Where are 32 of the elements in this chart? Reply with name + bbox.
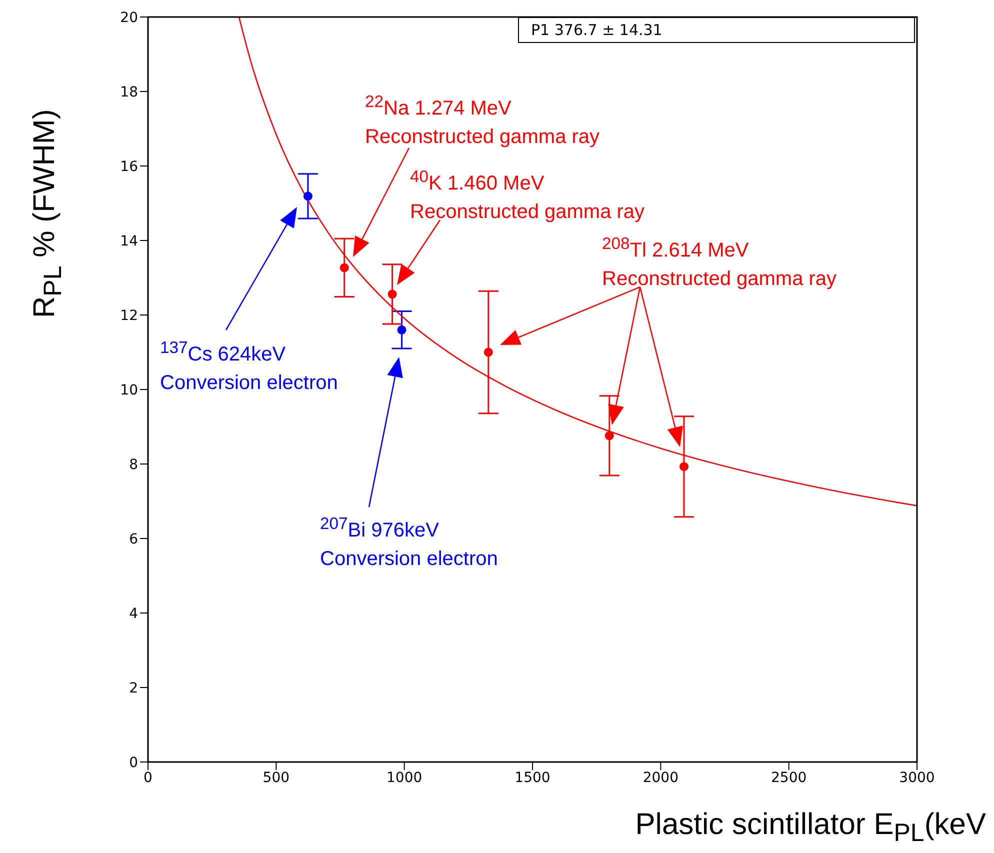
y-tick-label: 0 <box>129 754 138 771</box>
y-tick-label: 18 <box>120 84 138 100</box>
point <box>484 348 493 357</box>
x-tick-label: 2500 <box>771 770 807 786</box>
x-axis-title: Plastic scintillator E$_{PL}$(keV <box>635 808 986 848</box>
point <box>388 290 397 299</box>
annotation: $^{208}$Tl 2.614 MeV Reconstructed gamma ray <box>602 233 837 292</box>
point <box>679 462 688 472</box>
y-tick-label: 4 <box>129 606 138 622</box>
y-tick-label: 10 <box>120 382 138 398</box>
y-tick-label: 2 <box>129 680 138 696</box>
x-tick-label: 1000 <box>386 770 422 786</box>
y-tick-label: 6 <box>129 531 138 548</box>
y-tick-label: 20 <box>120 10 138 26</box>
x-tick-label: 0 <box>144 770 152 786</box>
annotation: $^{137}$Cs 624keV Conversion electron <box>160 337 338 396</box>
point <box>397 325 406 334</box>
annotation: $^{207}$Bi 976keV Conversion electron <box>320 513 498 572</box>
y-tick-label: 12 <box>120 308 138 324</box>
point <box>303 192 312 201</box>
point <box>604 431 614 440</box>
x-tick-label: 500 <box>262 770 290 786</box>
y-tick-label: 16 <box>120 158 138 175</box>
x-tick-label: 3000 <box>899 770 935 786</box>
annotation: $^{40}$K 1.460 MeV Reconstructed gamma ray <box>410 166 645 225</box>
x-tick-label: 2000 <box>642 770 678 786</box>
point <box>340 263 349 272</box>
annotation: P1 376.7 ± 14.31 <box>518 17 915 43</box>
annotation: $^{22}$Na 1.274 MeV Reconstructed gamma ray <box>365 91 600 150</box>
y-tick-label: 14 <box>120 233 138 250</box>
y-tick-label: 8 <box>129 456 138 473</box>
x-tick-label: 1500 <box>514 770 550 786</box>
